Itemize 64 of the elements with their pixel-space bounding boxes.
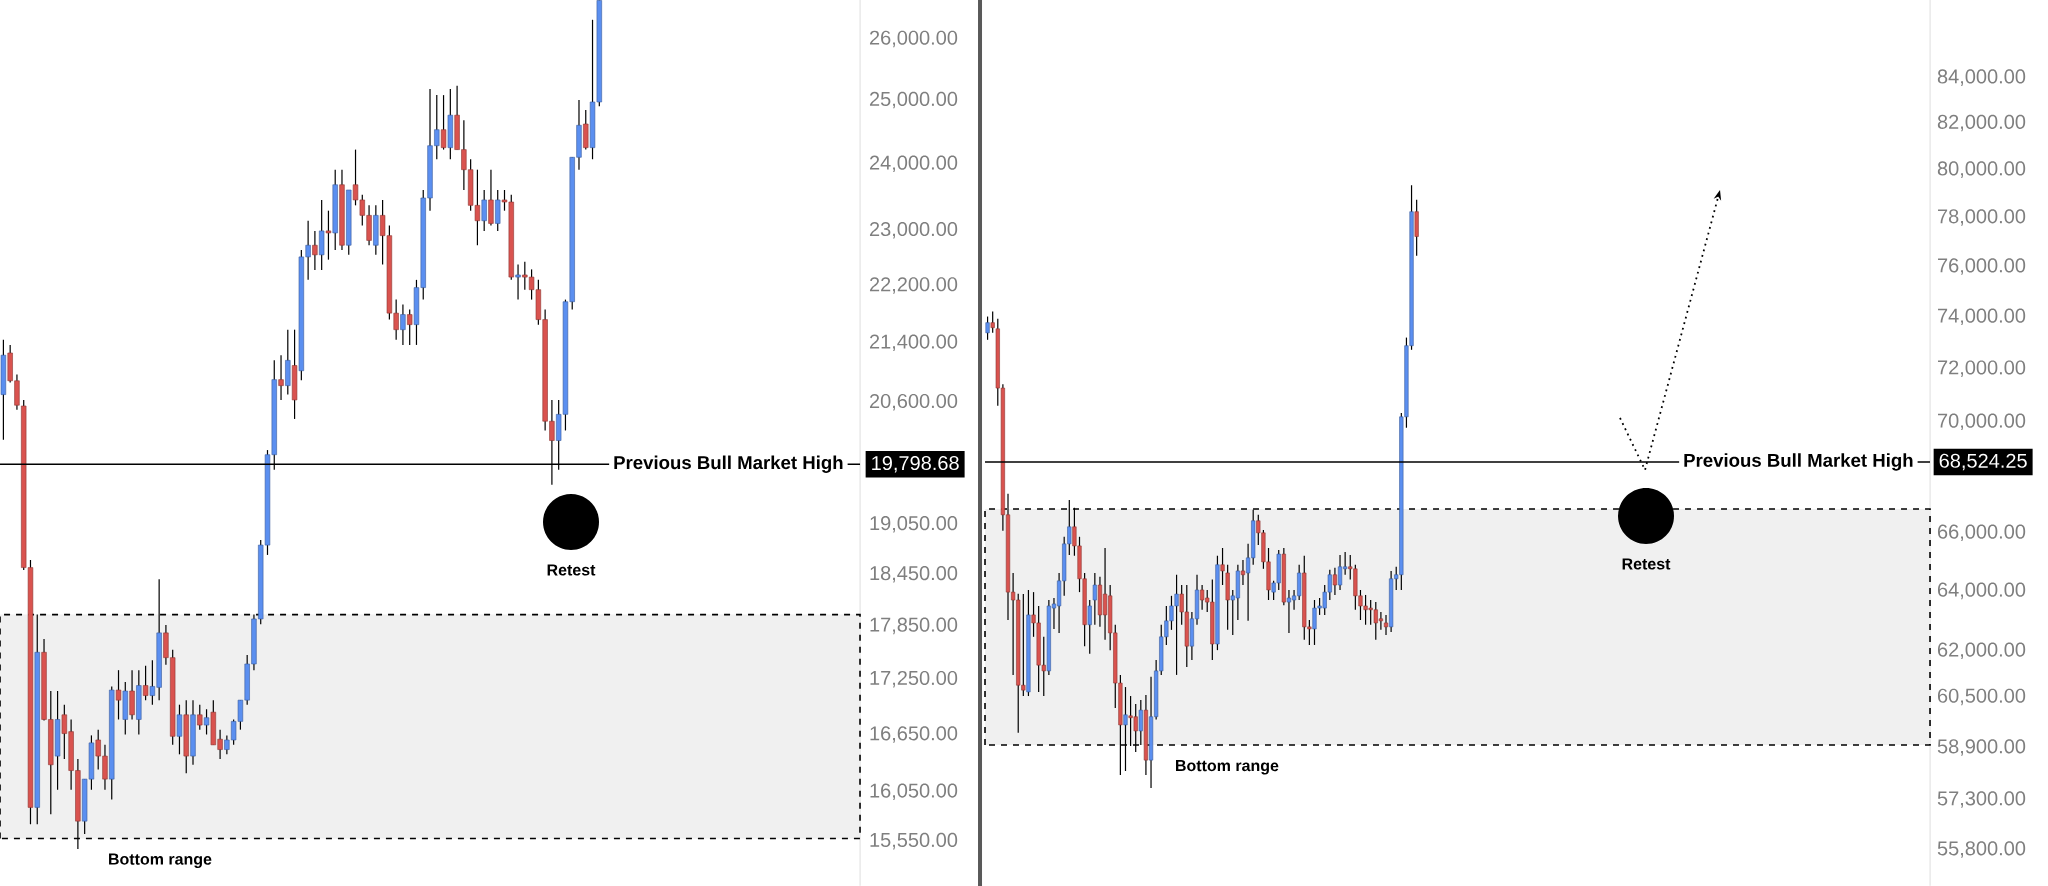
candlestick xyxy=(319,199,325,271)
candlestick xyxy=(1383,614,1389,636)
y-tick-label: 70,000.00 xyxy=(1938,413,2026,431)
y-tick-label: 22,200.00 xyxy=(869,277,958,294)
candlestick xyxy=(481,189,487,232)
candlestick xyxy=(400,303,406,346)
y-tick-label: 55,800.00 xyxy=(1937,841,2026,858)
band-label: Bottom range xyxy=(109,853,212,869)
ref-line-label: Previous Bull Market High xyxy=(1684,453,1913,471)
candlestick xyxy=(142,665,149,701)
candlestick xyxy=(115,669,122,721)
y-tick-label: 58,900.00 xyxy=(1937,739,2026,756)
candlestick xyxy=(312,230,318,271)
candlestick xyxy=(1286,589,1292,634)
y-tick-label: 19,798.68 xyxy=(872,455,959,473)
y-tick-label: 17,250.00 xyxy=(870,670,958,688)
y-tick-label: 64,000.00 xyxy=(1937,582,2026,600)
candlestick xyxy=(197,704,203,731)
candlestick xyxy=(990,310,995,334)
y-tick-label: 80,000.00 xyxy=(1937,161,2026,178)
y-tick-label: 24,000.00 xyxy=(869,155,958,173)
y-tick-label: 78,000.00 xyxy=(1938,209,2026,226)
y-tick-label: 74,000.00 xyxy=(1938,308,2026,326)
candlestick xyxy=(515,263,521,301)
y-tick-label: 18,450.00 xyxy=(870,566,958,583)
y-tick-label: 19,050.00 xyxy=(870,516,958,533)
y-tick-label: 76,000.00 xyxy=(1938,258,2026,275)
candlestick xyxy=(1220,547,1225,586)
annotation: Retest xyxy=(1622,558,1671,570)
y-tick-label: 57,300.00 xyxy=(1937,791,2026,808)
candlestick xyxy=(488,169,494,227)
y-tick-label: 82,000.00 xyxy=(1937,114,2026,132)
y-tick-label: 62,000.00 xyxy=(1937,642,2026,660)
candlestick xyxy=(440,94,447,151)
candlestick xyxy=(583,109,589,151)
y-tick-label: 16,050.00 xyxy=(870,783,958,801)
y-tick-label: 66,000.00 xyxy=(1937,524,2026,542)
y-tick-label: 26,000.00 xyxy=(869,30,958,48)
candlestick xyxy=(407,308,413,346)
y-tick-label: 72,000.00 xyxy=(1938,360,2026,377)
candlestick xyxy=(1087,599,1092,655)
candlestick xyxy=(176,704,183,755)
candlestick xyxy=(129,669,135,721)
y-tick-label: 21,400.00 xyxy=(869,334,958,352)
y-tick-label: 16,650.00 xyxy=(870,726,958,743)
candlestick xyxy=(495,189,501,232)
candlestick xyxy=(1092,572,1097,626)
y-tick-label: 25,000.00 xyxy=(869,91,958,109)
candlestick xyxy=(203,708,210,736)
y-tick-label: 60,500.00 xyxy=(1937,688,2026,706)
candlestick xyxy=(1240,559,1246,586)
band-label: Bottom range xyxy=(1176,760,1279,775)
y-tick-label: 23,000.00 xyxy=(869,221,958,239)
candlestick xyxy=(985,315,990,341)
annotation: Retest xyxy=(547,564,596,576)
y-tick-label: 20,600.00 xyxy=(869,393,958,411)
candlestick xyxy=(1332,567,1338,596)
candlestick xyxy=(278,354,284,401)
y-tick-label: 15,550.00 xyxy=(870,832,958,850)
y-tick-label: 68,524.25 xyxy=(1939,453,2027,471)
y-tick-label: 84,000.00 xyxy=(1937,69,2026,86)
y-tick-label: 17,850.00 xyxy=(870,617,958,635)
candlestick xyxy=(325,210,332,261)
ref-line-label: Previous Bull Market High xyxy=(614,455,843,473)
